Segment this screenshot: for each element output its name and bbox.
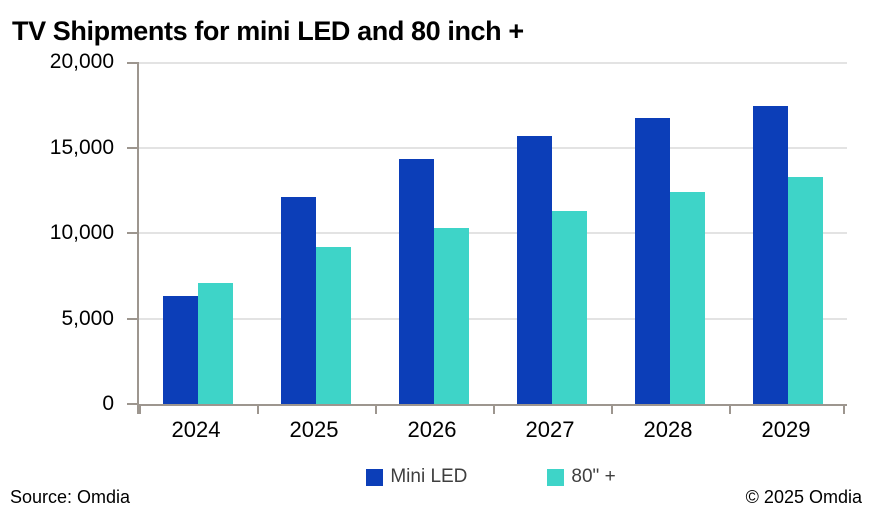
chart-title: TV Shipments for mini LED and 80 inch + [12, 16, 524, 46]
gridline-5-000 [139, 317, 847, 320]
y-axis-label-5-000: 5,000 [61, 306, 114, 330]
legend-item-80: 80" + [547, 466, 616, 488]
y-axis-labels: 0 5,000 10,000 15,000 20,000 [0, 50, 114, 415]
x-axis-label-2024: 2024 [171, 417, 221, 442]
y-axis-label-0: 0 [102, 392, 114, 415]
bar-mini-led-2027 [517, 135, 552, 404]
y-axis-label-20-000: 20,000 [49, 50, 114, 73]
bar-80-2029 [788, 176, 823, 404]
y-tick-0 [127, 403, 137, 405]
x-axis-label-2026: 2026 [407, 417, 457, 442]
x-tick-0 [139, 406, 141, 414]
bar-80-2028 [670, 191, 705, 404]
x-axis-labels: 2024 2025 2026 2027 2028 2029 [137, 417, 845, 445]
gridline-15-000 [139, 146, 847, 149]
chart-legend: Mini LED 80" + [137, 466, 845, 488]
legend-label-mini-led: Mini LED [390, 466, 468, 487]
legend-item-mini-led: Mini LED [366, 466, 467, 488]
bar-80-2025 [316, 246, 351, 404]
x-tick-6 [843, 406, 845, 414]
y-axis-label-15-000: 15,000 [49, 135, 114, 159]
x-tick-5 [729, 406, 731, 414]
plot-area [127, 62, 847, 414]
bar-mini-led-2028 [635, 118, 670, 404]
x-axis-label-2029: 2029 [761, 417, 811, 442]
gridline-10-000 [139, 232, 847, 234]
bar-80-2026 [434, 227, 469, 404]
bar-mini-led-2024 [163, 296, 198, 404]
x-tick-2 [375, 406, 377, 414]
x-axis-label-2028: 2028 [643, 417, 693, 442]
bar-mini-led-2029 [753, 106, 788, 404]
y-axis-line-stub [137, 406, 139, 414]
legend-swatch-80 [547, 468, 565, 486]
y-tick-15-000 [127, 146, 137, 149]
x-tick-3 [493, 406, 495, 414]
bar-80-2027 [552, 210, 587, 404]
legend-swatch-mini-led [366, 468, 384, 486]
bar-80-2024 [198, 282, 233, 404]
x-axis-label-2025: 2025 [289, 417, 339, 442]
y-tick-20-000 [127, 62, 137, 64]
y-axis-label-10-000: 10,000 [49, 221, 114, 244]
legend-label-80: 80" + [571, 466, 616, 487]
y-tick-10-000 [127, 232, 137, 234]
source-note: Source: Omdia [10, 487, 131, 507]
y-tick-5-000 [127, 317, 137, 320]
x-tick-1 [257, 406, 259, 414]
copyright-note: © 2025 Omdia [745, 487, 862, 507]
gridline-20-000 [139, 62, 847, 64]
bar-mini-led-2025 [281, 197, 316, 404]
bar-mini-led-2026 [399, 159, 434, 404]
x-axis-label-2027: 2027 [525, 417, 575, 442]
x-tick-4 [611, 406, 613, 414]
